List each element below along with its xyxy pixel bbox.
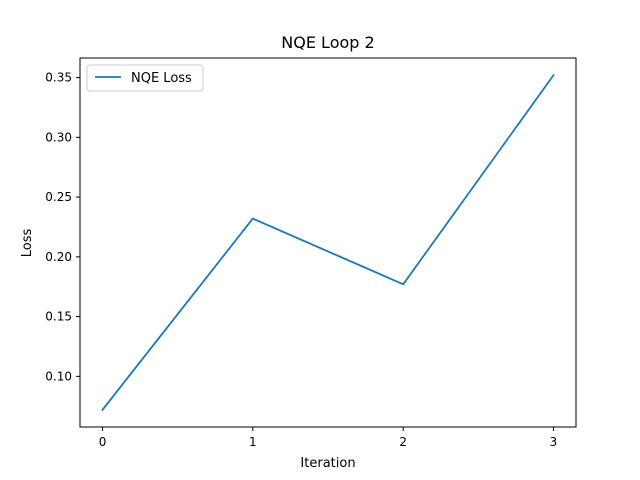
x-tick-label-0: 0 (99, 435, 107, 449)
legend: NQE Loss (86, 64, 204, 92)
x-tick-label-2: 2 (399, 435, 407, 449)
y-tick-label-4: 0.30 (45, 130, 72, 144)
x-tick-label-3: 3 (550, 435, 558, 449)
y-tick-label-5: 0.35 (45, 71, 72, 85)
chart-title: NQE Loop 2 (281, 33, 374, 52)
plot-frame (79, 57, 577, 428)
y-axis-label: Loss (20, 229, 35, 258)
x-axis-label: Iteration (300, 456, 355, 471)
y-tick-label-3: 0.25 (45, 190, 72, 204)
legend-box (86, 64, 204, 92)
y-tick-label-0: 0.10 (45, 369, 72, 383)
y-tick-label-2: 0.20 (45, 250, 72, 264)
series-line-nqe-loss (101, 73, 555, 412)
x-tick-label-1: 1 (249, 435, 257, 449)
y-tick-label-1: 0.15 (45, 310, 72, 324)
legend-label-nqe-loss: NQE Loss (131, 71, 192, 86)
